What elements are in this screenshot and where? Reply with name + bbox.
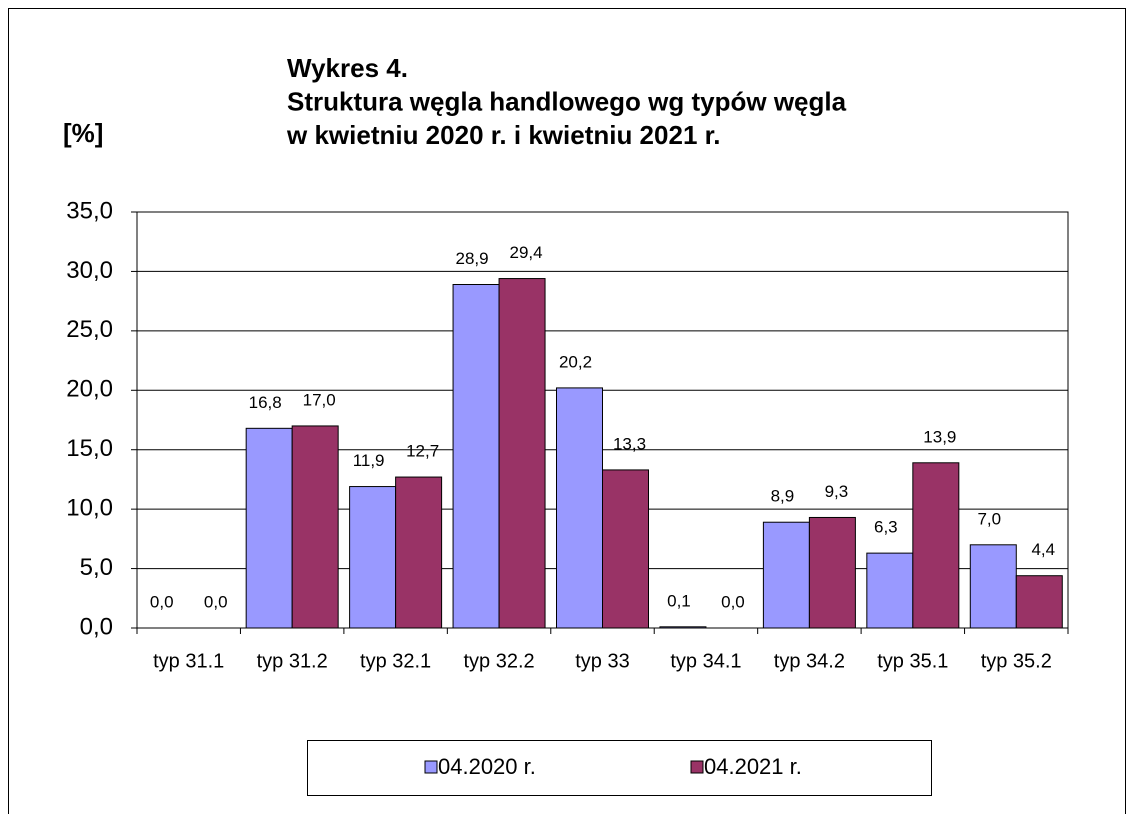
y-tick-label: 0,0 xyxy=(80,613,113,640)
x-tick-label: typ 32.1 xyxy=(360,650,431,672)
data-label: 7,0 xyxy=(977,509,1001,528)
bar xyxy=(291,425,339,629)
x-tick-label: typ 31.1 xyxy=(153,650,224,672)
x-tick-label: typ 33 xyxy=(575,650,629,672)
x-tick-label: typ 35.2 xyxy=(981,650,1052,672)
bar xyxy=(245,427,293,629)
bar xyxy=(602,469,649,629)
data-label: 8,9 xyxy=(771,487,795,506)
legend-swatch xyxy=(424,760,438,774)
data-label: 0,0 xyxy=(721,592,745,611)
bar xyxy=(912,462,960,629)
chart-title: w kwietniu 2020 r. i kwietniu 2021 r. xyxy=(286,120,721,150)
y-tick-label: 20,0 xyxy=(66,376,113,403)
bar xyxy=(866,552,914,629)
data-label: 9,3 xyxy=(825,482,849,501)
data-label: 4,4 xyxy=(1031,540,1055,559)
data-label: 0,0 xyxy=(150,592,174,611)
legend-label: 04.2021 r. xyxy=(704,754,802,779)
data-label: 13,9 xyxy=(923,427,956,446)
legend-box xyxy=(307,740,932,796)
bar xyxy=(969,544,1017,629)
bar xyxy=(808,516,856,629)
y-tick-label: 10,0 xyxy=(66,494,113,521)
data-label: 16,8 xyxy=(249,393,282,412)
data-label: 11,9 xyxy=(353,451,385,470)
chart-title: Wykres 4. xyxy=(287,53,408,83)
legend-swatch xyxy=(690,760,704,774)
data-label: 13,3 xyxy=(613,434,646,453)
x-tick-label: typ 31.2 xyxy=(257,650,328,672)
bar xyxy=(498,278,546,629)
legend-label: 04.2020 r. xyxy=(438,754,536,779)
bar xyxy=(395,476,443,629)
data-label: 0,0 xyxy=(204,592,228,611)
data-label: 6,3 xyxy=(874,518,898,537)
x-tick-label: typ 34.2 xyxy=(774,650,845,672)
data-label: 20,2 xyxy=(559,352,592,371)
x-tick-label: typ 35.1 xyxy=(877,650,948,672)
bar xyxy=(349,486,397,629)
data-label: 0,1 xyxy=(667,591,691,610)
x-tick-label: typ 32.2 xyxy=(463,650,534,672)
x-tick-label: typ 34.1 xyxy=(670,650,741,672)
bar xyxy=(556,387,603,629)
y-axis-label: [%] xyxy=(63,118,103,148)
bar xyxy=(452,284,500,629)
data-label: 28,9 xyxy=(456,249,489,268)
data-label: 12,7 xyxy=(406,442,439,461)
chart-title: Struktura węgla handlowego wg typów węgl… xyxy=(287,86,847,116)
y-tick-label: 5,0 xyxy=(80,554,113,581)
data-label: 17,0 xyxy=(303,390,336,409)
bar xyxy=(1015,575,1063,629)
y-tick-label: 35,0 xyxy=(66,197,113,224)
y-tick-label: 15,0 xyxy=(66,435,113,462)
y-tick-label: 30,0 xyxy=(66,257,113,284)
bar xyxy=(762,521,810,629)
bar xyxy=(659,626,707,629)
data-label: 29,4 xyxy=(510,243,543,262)
y-tick-label: 25,0 xyxy=(66,316,113,343)
